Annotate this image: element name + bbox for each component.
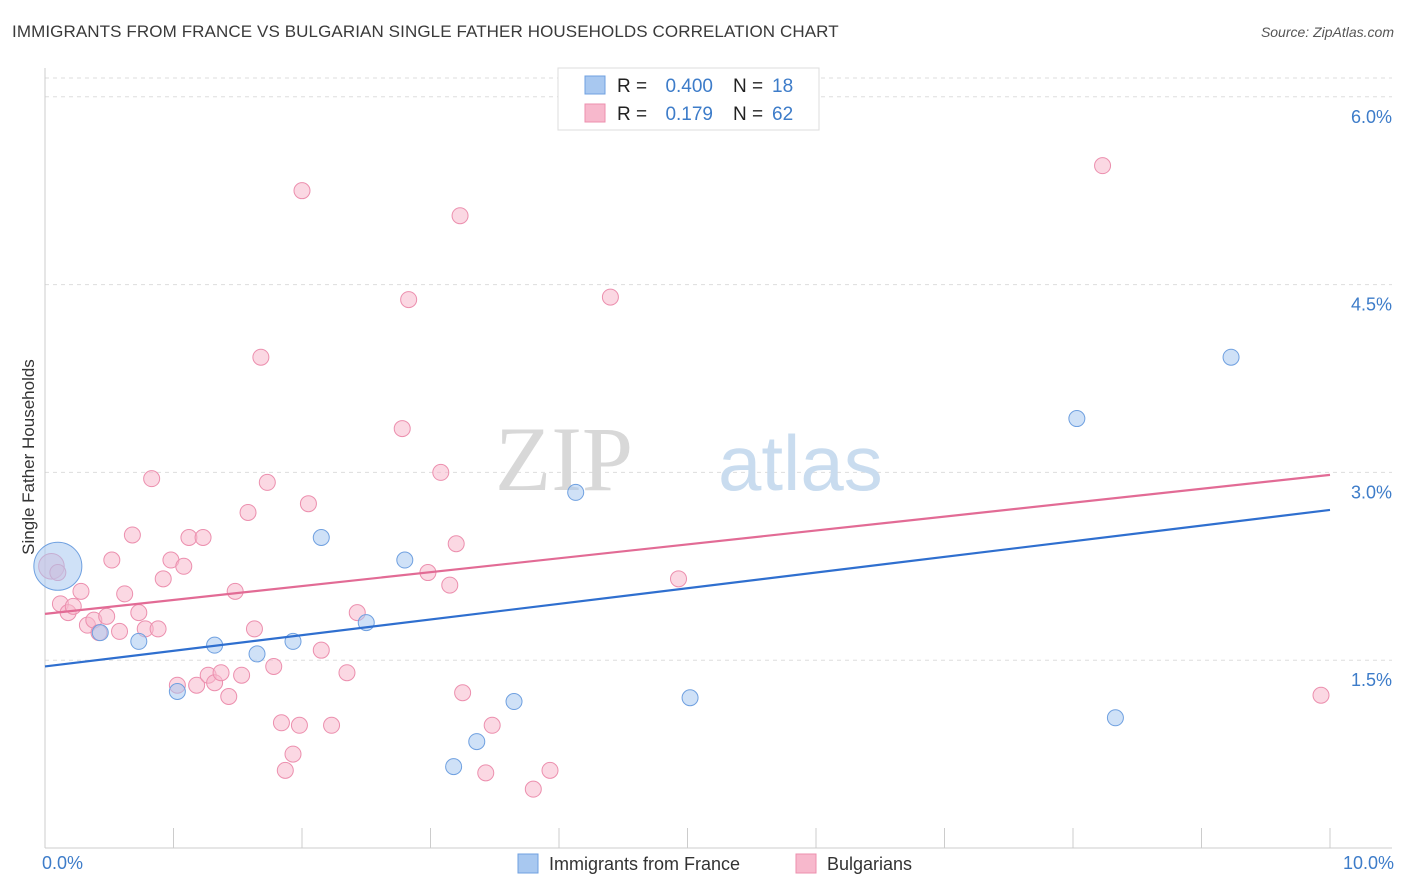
france-point	[248, 645, 266, 663]
bulgarians-point	[233, 666, 251, 684]
france-point	[33, 541, 83, 591]
france-point	[130, 632, 148, 650]
bulgarians-point	[239, 503, 257, 521]
france-point	[445, 758, 463, 776]
bulgarians-point	[293, 182, 311, 200]
bulgarians-point	[441, 576, 459, 594]
bulgarians-point	[265, 657, 283, 675]
legend-swatch-france	[584, 75, 606, 95]
points-layer	[33, 157, 1330, 798]
bulgarians-point	[323, 716, 341, 734]
bulgarians-point	[188, 676, 206, 694]
source-label: Source: ZipAtlas.com	[1260, 24, 1394, 40]
bulgarians-point	[670, 570, 688, 588]
france-trend-line	[44, 508, 1331, 668]
bulgarians-point	[447, 535, 465, 553]
france-point	[91, 624, 109, 642]
bulgarians-point	[312, 641, 330, 659]
bottom-legend-swatch-bulgarians	[795, 853, 817, 874]
france-point	[396, 551, 414, 569]
bottom-legend: Immigrants from France Bulgarians	[517, 853, 912, 874]
x-tick-label: 0.0%	[42, 853, 83, 873]
legend-swatch-bulgarians	[584, 103, 606, 123]
bulgarians-point	[154, 570, 172, 588]
bulgarians-point	[103, 551, 121, 569]
y-tick-label: 3.0%	[1351, 482, 1392, 502]
bulgarians-point	[338, 664, 356, 682]
france-point	[1068, 410, 1086, 428]
bottom-legend-swatch-france	[517, 853, 539, 874]
bulgarians-point	[252, 348, 270, 366]
chart-title: IMMIGRANTS FROM FRANCE VS BULGARIAN SING…	[12, 22, 839, 41]
top-legend: R = 0.400 N = 18 R = 0.179 N = 62	[557, 67, 820, 131]
legend-france-r-label: R =	[617, 76, 647, 97]
watermark: ZIP atlas	[495, 408, 883, 510]
bulgarians-point	[111, 622, 129, 640]
bulgarians-point	[116, 585, 134, 603]
legend-bulgarians-n-label: N =	[733, 104, 763, 125]
bulgarians-point	[272, 714, 290, 732]
bulgarians-trend-line	[44, 473, 1331, 615]
bulgarians-point	[299, 495, 317, 513]
bulgarians-point	[149, 620, 167, 638]
bulgarians-point	[454, 684, 472, 702]
trend-layer	[44, 473, 1331, 668]
legend-bulgarians-n-value: 62	[772, 104, 793, 125]
legend-france-n-value: 18	[772, 76, 793, 97]
bulgarians-point	[541, 761, 559, 779]
france-point	[505, 693, 523, 711]
legend-bulgarians-r-value: 0.179	[665, 104, 713, 125]
grid-layer	[45, 77, 1392, 661]
france-point	[468, 733, 486, 751]
france-point	[168, 682, 186, 700]
y-tick-label: 6.0%	[1351, 107, 1392, 127]
france-point	[312, 528, 330, 546]
y-tick-label: 1.5%	[1351, 670, 1392, 690]
bulgarians-point	[130, 604, 148, 622]
bulgarians-point	[143, 470, 161, 488]
bulgarians-point	[284, 745, 302, 763]
watermark-zip: ZIP	[495, 408, 633, 510]
y-axis-label: Single Father Households	[19, 359, 38, 555]
bulgarians-point	[400, 291, 418, 309]
bottom-legend-france: Immigrants from France	[549, 854, 740, 874]
bottom-legend-bulgarians: Bulgarians	[827, 854, 912, 874]
france-point	[567, 483, 585, 501]
y-tick-label: 4.5%	[1351, 295, 1392, 315]
bulgarians-point	[1312, 686, 1330, 704]
bulgarians-point	[226, 582, 244, 600]
bulgarians-point	[393, 420, 411, 438]
france-point	[681, 689, 699, 707]
bulgarians-point	[483, 716, 501, 734]
legend-france-n-label: N =	[733, 76, 763, 97]
watermark-atlas: atlas	[718, 419, 883, 507]
x-tick-label: 10.0%	[1343, 853, 1394, 873]
bulgarians-point	[477, 764, 495, 782]
bulgarians-point	[601, 288, 619, 306]
bulgarians-point	[72, 582, 90, 600]
bulgarians-point	[245, 620, 263, 638]
bulgarians-point	[220, 688, 238, 706]
france-point	[1222, 348, 1240, 366]
legend-france-r-value: 0.400	[665, 76, 713, 97]
bulgarians-point	[175, 557, 193, 575]
bulgarians-point	[180, 528, 198, 546]
bulgarians-point	[290, 716, 308, 734]
bulgarians-point	[1094, 157, 1112, 175]
france-point	[1106, 709, 1124, 727]
bulgarians-point	[123, 526, 141, 544]
bulgarians-point	[432, 463, 450, 481]
bulgarians-point	[524, 780, 542, 798]
tick-label-layer: 1.5% 3.0% 4.5% 6.0% 0.0% 10.0%	[42, 107, 1394, 873]
legend-bulgarians-r-label: R =	[617, 104, 647, 125]
axis-layer	[44, 68, 1392, 849]
bulgarians-point	[194, 528, 212, 546]
bulgarians-point	[258, 473, 276, 491]
bulgarians-point	[212, 664, 230, 682]
bulgarians-point	[276, 761, 294, 779]
bulgarians-point	[451, 207, 469, 225]
bulgarians-point	[98, 607, 116, 625]
